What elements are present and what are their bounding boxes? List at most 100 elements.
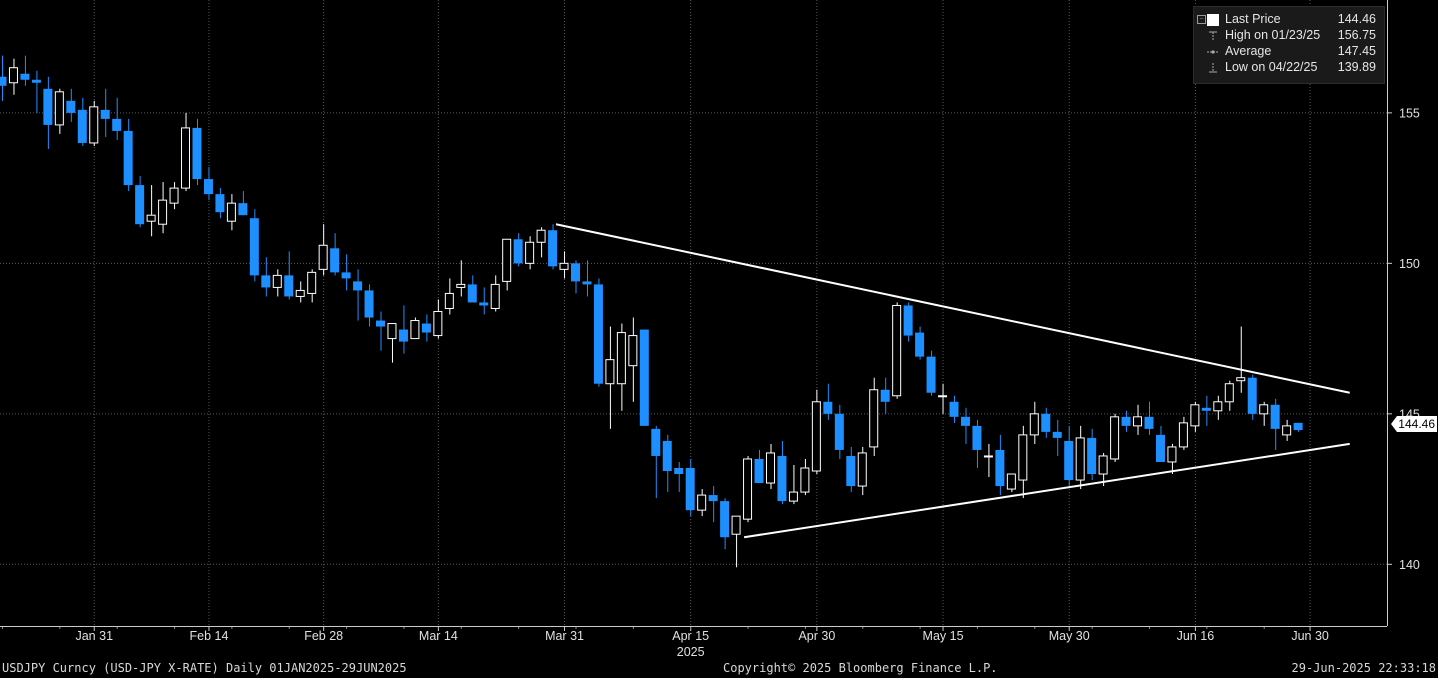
candle-body-down (651, 428, 661, 456)
candle-body-up (765, 452, 775, 484)
candle-body-down (571, 263, 580, 282)
candle-body-up (616, 332, 626, 385)
candle-body-down (100, 109, 110, 119)
candle-body-down (834, 413, 844, 450)
candle-body-down (43, 88, 53, 125)
candle-body-up (1098, 455, 1108, 475)
trendlines (555, 223, 1350, 539)
candle-body-up (743, 458, 753, 520)
candle-body-up (605, 359, 615, 385)
candle-body-up (1006, 473, 1016, 490)
candle-body-down (1121, 416, 1131, 426)
y-tick-label: 155 (1399, 106, 1420, 120)
candle-body-down (995, 449, 1005, 487)
x-year-label: 2025 (677, 645, 705, 659)
candle-body-down (376, 320, 386, 327)
candle-body-up (272, 274, 282, 288)
candle-body-down (364, 290, 374, 318)
chart-legend: − Last Price 144.46 High on 01/23/25 156… (1193, 6, 1385, 84)
candle-body-down (135, 185, 145, 225)
candle-body-down (754, 458, 764, 484)
candle-body-up (1018, 434, 1028, 481)
candle-body-down (1201, 407, 1211, 411)
candle-body-down (926, 356, 936, 393)
candle-body-down (903, 305, 913, 336)
candle-body-up (1075, 437, 1085, 481)
candle-body-down (284, 275, 294, 297)
x-tick-label: Apr 15 (672, 629, 709, 643)
candle-body-down (123, 130, 133, 186)
high-marker-icon (1209, 31, 1217, 41)
candle-body-up (628, 335, 638, 367)
candle-body-up (89, 106, 99, 144)
candle-body-down (1247, 377, 1257, 414)
legend-label: High on 01/23/25 (1225, 28, 1321, 42)
candle-body-down (261, 275, 271, 288)
last-price-swatch-icon (1207, 14, 1219, 26)
legend-value: 147.45 (1337, 44, 1376, 58)
candle-body-up (1167, 446, 1177, 463)
candle-body-down (880, 389, 890, 402)
footer-timestamp: 29-Jun-2025 22:33:18 (1291, 661, 1437, 675)
legend-value: 156.75 (1337, 28, 1376, 42)
x-tick-label: Apr 30 (798, 629, 835, 643)
legend-label: Last Price (1225, 12, 1281, 26)
candle-body-down (341, 272, 351, 279)
candle-body-up (158, 199, 168, 225)
candle-body-down (720, 501, 730, 538)
candle-body-up (490, 283, 500, 309)
trendline (743, 442, 1350, 539)
x-tick-label: Feb 28 (304, 629, 343, 643)
legend-high: High on 01/23/25 156.75 (1194, 28, 1384, 44)
candle-body-up (433, 310, 443, 337)
candle-body-up (456, 283, 466, 288)
collapse-toggle-icon[interactable]: − (1197, 15, 1206, 24)
candle-body-up (536, 229, 546, 243)
x-tick-label: Mar 14 (419, 629, 458, 643)
candle-body-up (869, 389, 879, 448)
candle-body-up (1029, 413, 1039, 436)
last-price-tag: 144.46 (1391, 416, 1437, 432)
candle-body-up (1110, 416, 1120, 460)
x-tick-label: Jan 31 (75, 629, 113, 643)
candle-body-down (685, 467, 695, 511)
candle-body-down (823, 401, 833, 414)
candle-body-down (467, 284, 477, 303)
candle-body-up (731, 515, 741, 535)
candle-body-down (215, 194, 225, 213)
candle-body-up (811, 401, 821, 472)
y-tick-label: 150 (1399, 257, 1420, 271)
candle-body-down (548, 230, 558, 267)
candle-body-up (983, 455, 993, 458)
candle-body-down (513, 239, 523, 264)
candle-body-down (353, 281, 363, 291)
candle-body-down (1144, 416, 1154, 429)
candle-body-up (525, 241, 535, 264)
candle-body-down (1293, 422, 1303, 431)
x-tick-label: Mar 31 (545, 629, 584, 643)
candle-body-down (708, 495, 718, 502)
candle-body-up (410, 320, 420, 340)
candle-body-up (295, 289, 305, 297)
legend-last-price: − Last Price 144.46 (1194, 12, 1384, 28)
candle-body-down (398, 329, 408, 342)
footer-copyright: Copyright© 2025 Bloomberg Finance L.P. (723, 661, 998, 675)
candle-body-down (960, 416, 970, 426)
x-tick-label: Jun 30 (1291, 629, 1329, 643)
candle-body-down (31, 79, 41, 83)
candle-body-up (146, 214, 156, 222)
candle-body-down (972, 425, 982, 450)
chart-grid (0, 0, 1387, 626)
candle-body-up (1282, 425, 1292, 436)
candle-body-up (1224, 383, 1234, 403)
candle-body-down (915, 332, 925, 357)
candle-body-up (788, 491, 798, 502)
candle-body-up (502, 238, 512, 282)
legend-value: 139.89 (1337, 60, 1376, 74)
candle-body-up (318, 244, 328, 270)
legend-average: Average 147.45 (1194, 44, 1384, 60)
candle-body-up (226, 202, 236, 222)
candle-body-up (1178, 422, 1188, 448)
x-tick-label: May 15 (923, 629, 964, 643)
